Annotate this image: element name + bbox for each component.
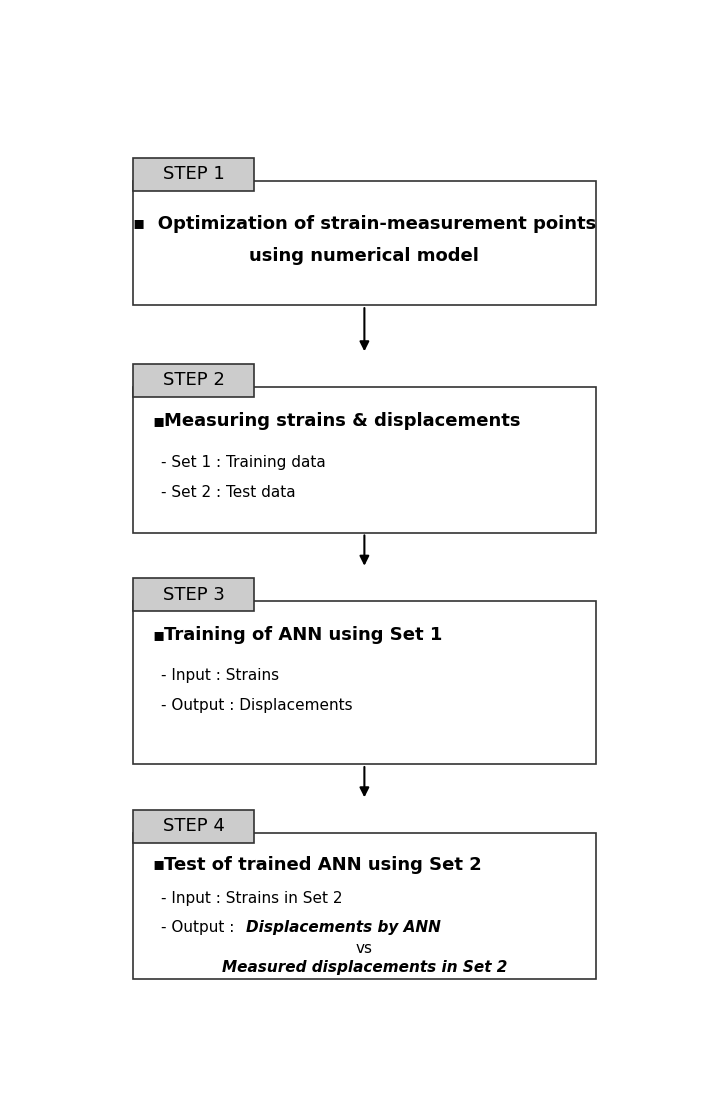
Text: STEP 3: STEP 3 (163, 586, 225, 604)
Text: ▪: ▪ (152, 856, 164, 873)
Text: ▪: ▪ (152, 412, 164, 430)
Text: STEP 2: STEP 2 (163, 371, 225, 389)
Bar (133, 387, 596, 532)
Text: Test of trained ANN using Set 2: Test of trained ANN using Set 2 (164, 856, 482, 873)
Text: Measuring strains & displacements: Measuring strains & displacements (164, 412, 521, 430)
FancyArrowPatch shape (360, 536, 368, 564)
Text: - Set 2 : Test data: - Set 2 : Test data (161, 485, 295, 500)
Bar (133, 810, 255, 842)
Text: Displacements by ANN: Displacements by ANN (246, 920, 441, 935)
Bar (133, 578, 255, 610)
Text: - Output :: - Output : (161, 920, 239, 935)
Bar (133, 602, 596, 764)
Text: Measured displacements in Set 2: Measured displacements in Set 2 (222, 960, 507, 975)
Text: - Set 1 : Training data: - Set 1 : Training data (161, 455, 325, 470)
Text: - Output : Displacements: - Output : Displacements (161, 698, 352, 713)
Bar (133, 180, 596, 305)
Text: ▪: ▪ (152, 626, 164, 645)
Bar (133, 158, 255, 190)
Text: STEP 1: STEP 1 (163, 165, 225, 184)
Text: Training of ANN using Set 1: Training of ANN using Set 1 (164, 626, 443, 645)
Text: STEP 4: STEP 4 (163, 818, 225, 836)
Text: vs: vs (356, 941, 373, 956)
Bar (133, 833, 596, 978)
Text: - Input : Strains: - Input : Strains (161, 668, 279, 683)
FancyArrowPatch shape (360, 766, 368, 795)
Bar (133, 364, 255, 397)
Text: - Input : Strains in Set 2: - Input : Strains in Set 2 (161, 891, 342, 907)
FancyArrowPatch shape (360, 307, 368, 349)
Text: using numerical model: using numerical model (250, 247, 479, 265)
Text: ▪  Optimization of strain-measurement points: ▪ Optimization of strain-measurement poi… (133, 215, 596, 233)
